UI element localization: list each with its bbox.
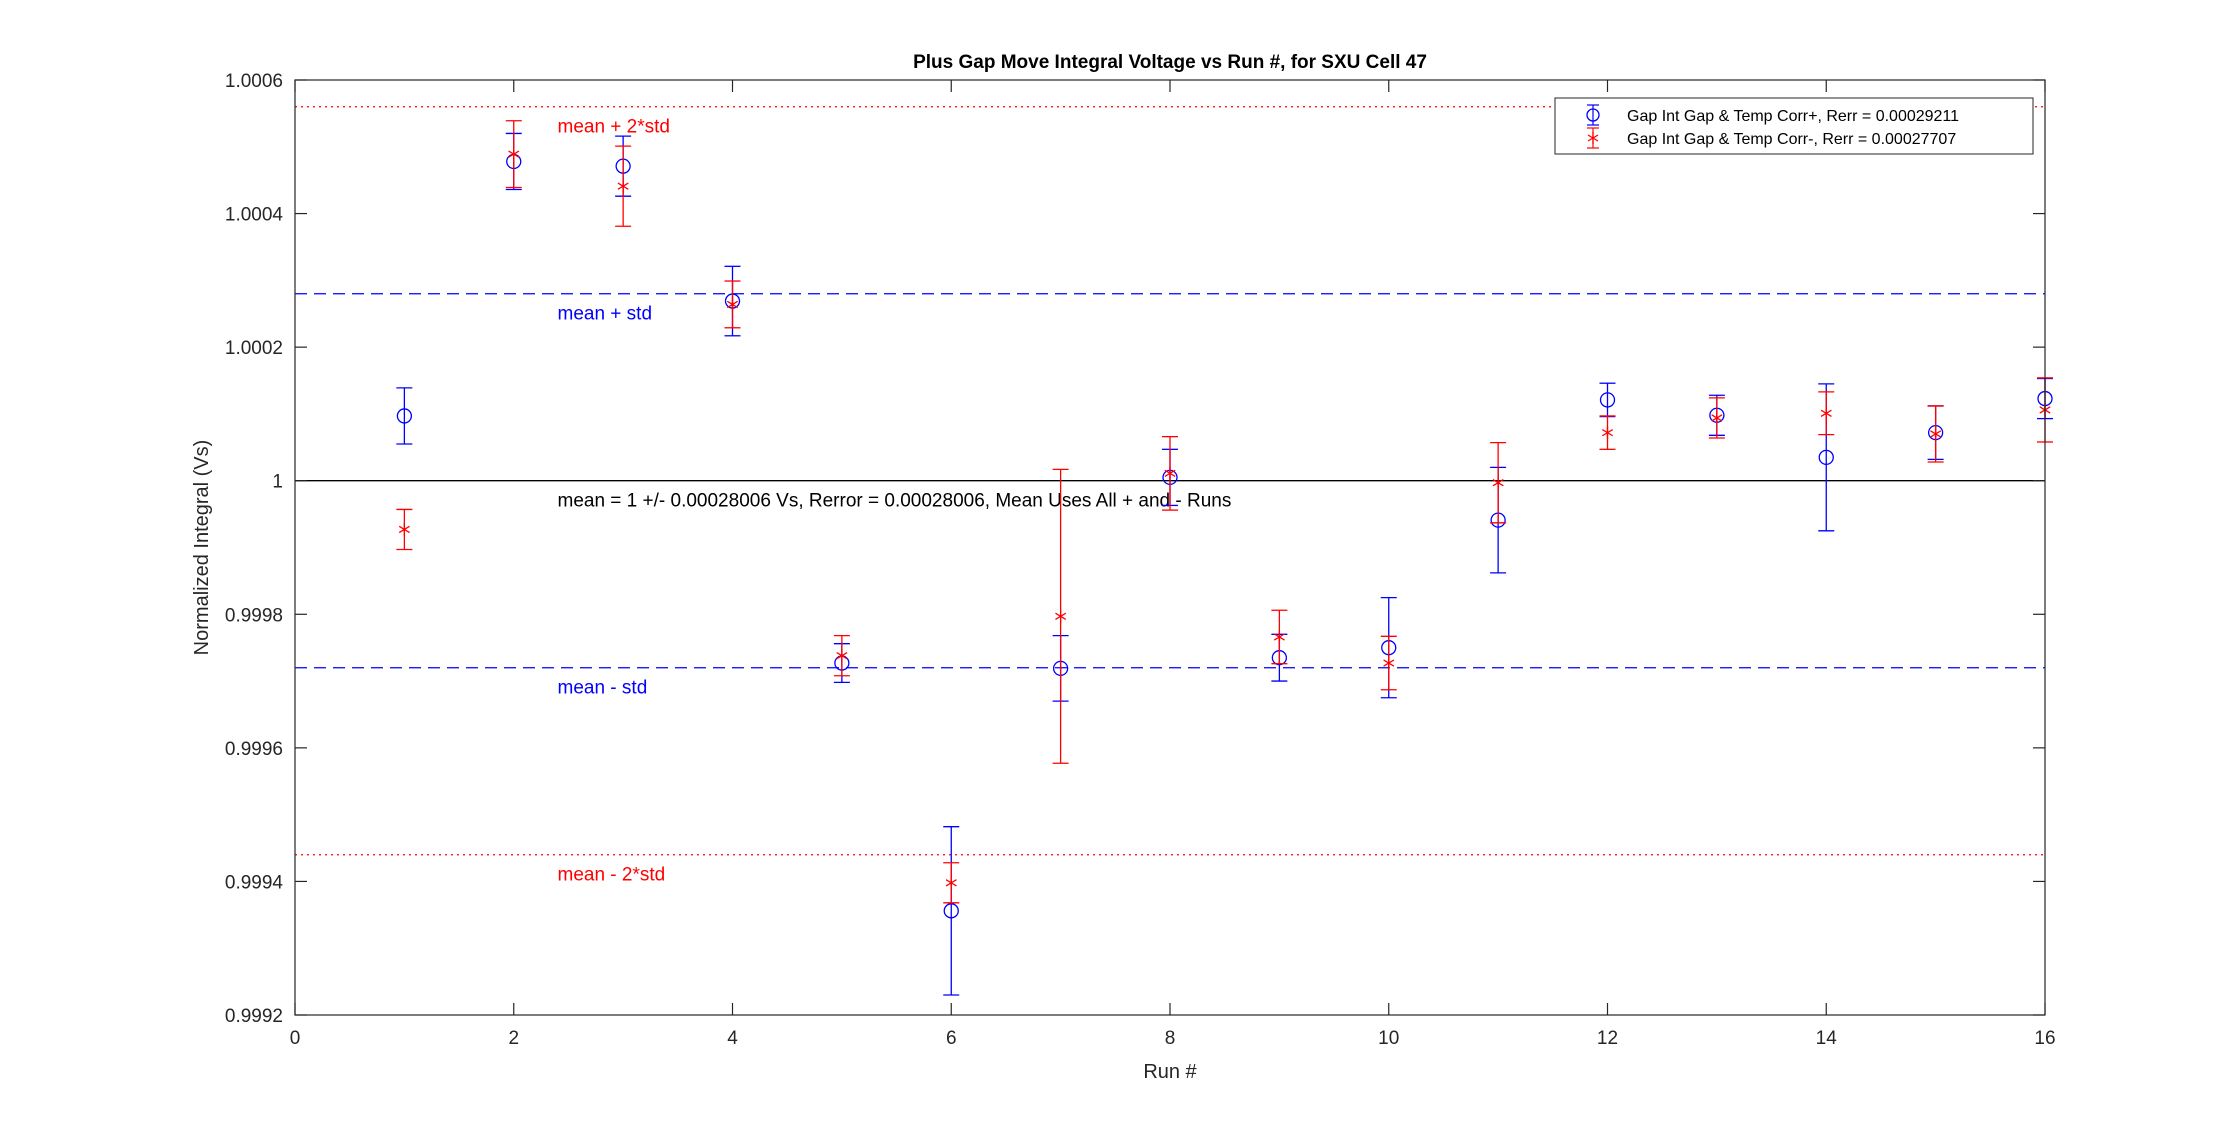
y-tick-label: 1.0006 xyxy=(225,71,283,92)
data-point-asterisk xyxy=(1492,476,1504,490)
x-tick-label: 16 xyxy=(2034,1028,2055,1049)
data-point-asterisk xyxy=(1820,406,1832,420)
data-point-asterisk xyxy=(398,522,410,536)
legend-marker-asterisk xyxy=(1587,134,1599,142)
y-tick-label: 1 xyxy=(272,472,283,493)
data-point-circle xyxy=(943,903,959,919)
data-point-circle xyxy=(396,408,413,424)
data-point-asterisk xyxy=(617,179,629,193)
legend-box xyxy=(1554,97,2034,155)
y-tick-label: 0.9996 xyxy=(225,739,283,760)
reference-label: mean + 2*std xyxy=(558,117,671,138)
reference-label: mean - 2*std xyxy=(558,865,666,886)
y-tick-label: 1.0002 xyxy=(225,338,283,359)
x-tick-label: 8 xyxy=(1165,1028,1176,1049)
x-axis-label: Run # xyxy=(1143,1061,1197,1083)
y-tick-label: 0.9992 xyxy=(225,1006,283,1027)
chart-title: Plus Gap Move Integral Voltage vs Run #,… xyxy=(913,52,1427,73)
data-point-asterisk xyxy=(508,147,520,161)
data-point-asterisk xyxy=(1383,656,1395,670)
x-tick-label: 6 xyxy=(946,1028,957,1049)
data-point-asterisk xyxy=(1273,630,1285,644)
y-tick-label: 0.9994 xyxy=(225,872,284,893)
legend-entry-label: Gap Int Gap & Temp Corr+, Rerr = 0.00029… xyxy=(1627,108,1959,125)
reference-label: mean = 1 +/- 0.00028006 Vs, Rerror = 0.0… xyxy=(558,491,1232,512)
legend: Gap Int Gap & Temp Corr+, Rerr = 0.00029… xyxy=(1554,97,2034,155)
plot-area xyxy=(295,80,2045,1015)
x-tick-label: 2 xyxy=(508,1028,519,1049)
axes-layer: 0 2 4 6 8 10 12 14 16 0.9992 0.9994 0.9996 0.9998 1 1.… xyxy=(225,71,2056,1049)
x-tick-label: 14 xyxy=(1816,1028,1838,1049)
x-tick-label: 10 xyxy=(1378,1028,1399,1049)
x-tick-label: 12 xyxy=(1597,1028,1618,1049)
y-tick-label: 0.9998 xyxy=(225,605,283,626)
x-tick-label: 4 xyxy=(727,1028,738,1049)
reference-label: mean + std xyxy=(558,304,653,325)
data-point-asterisk xyxy=(1164,466,1176,480)
data-point-asterisk xyxy=(1601,426,1614,440)
data-point-circle xyxy=(1599,392,1616,408)
legend-entry-label: Gap Int Gap & Temp Corr-, Rerr = 0.00027… xyxy=(1627,131,1956,148)
data-point-asterisk xyxy=(1055,609,1067,623)
data-point-circle xyxy=(1818,449,1834,465)
data-point-asterisk xyxy=(945,876,957,890)
y-axis-label: Normalized Integral (Vs) xyxy=(191,440,213,656)
x-tick-label: 0 xyxy=(290,1028,301,1049)
data-point-asterisk xyxy=(1930,427,1942,441)
data-point-asterisk xyxy=(1711,411,1723,425)
legend-marker-circle xyxy=(1586,108,1600,122)
reference-labels: mean + 2*std mean + std mean = 1 +/- 0.000… xyxy=(558,117,1232,886)
data-point-asterisk xyxy=(726,297,739,311)
y-tick-label: 1.0004 xyxy=(225,205,284,226)
data-point-asterisk xyxy=(836,649,848,663)
reference-label: mean - std xyxy=(558,678,648,699)
